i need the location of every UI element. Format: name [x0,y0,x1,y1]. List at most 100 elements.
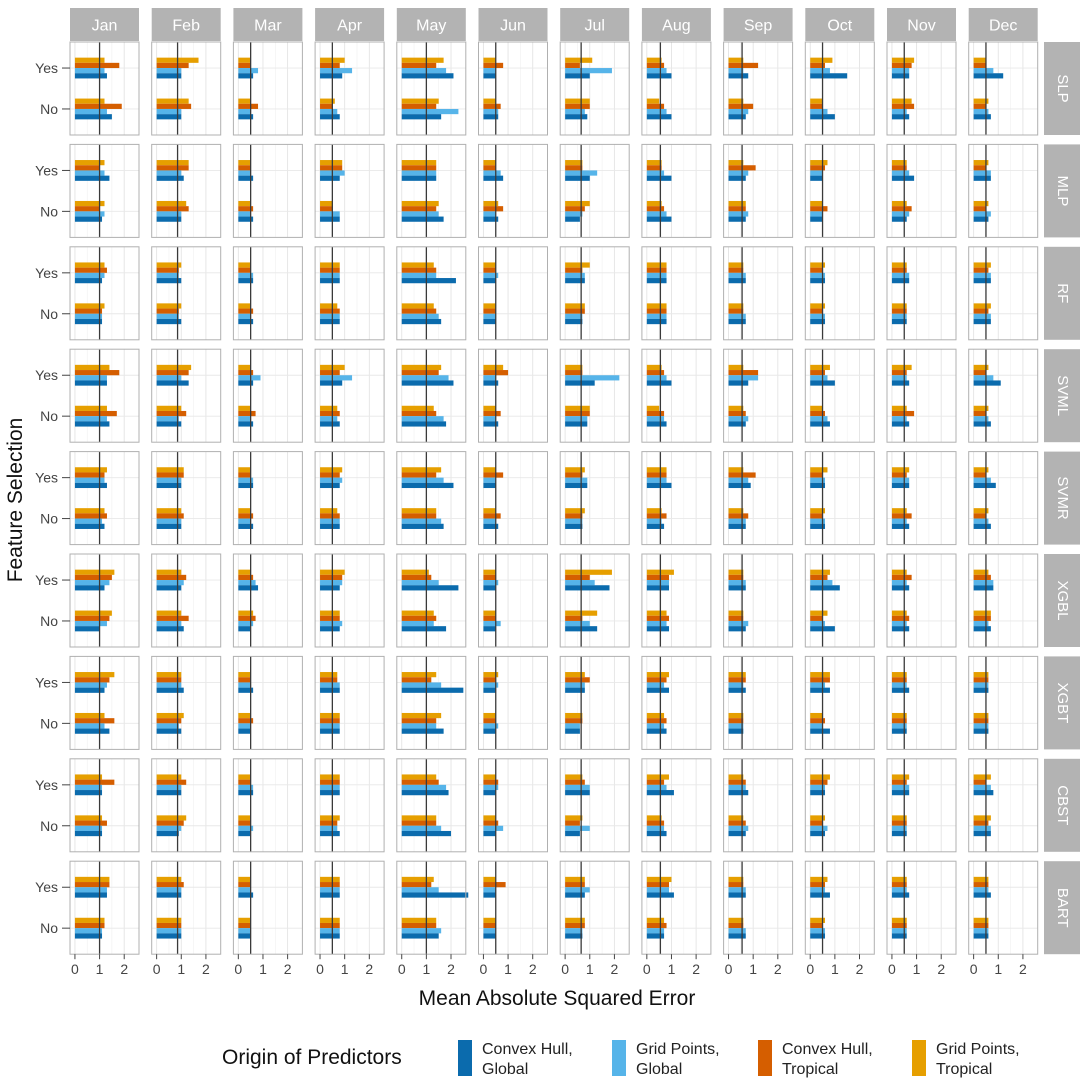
bar [565,410,590,417]
bar [483,610,496,616]
bar [891,262,907,268]
bar [973,784,991,791]
bar [483,380,499,386]
bar [401,790,449,796]
bar [74,815,103,821]
bar [74,103,122,109]
panel-background [805,144,875,238]
bar [728,728,744,734]
bar [320,790,340,796]
x-tick-label: 2 [856,961,864,977]
x-tick-label: 2 [202,961,210,977]
bar [156,216,182,222]
x-tick-label: 0 [234,961,242,977]
bar [401,928,442,934]
bar [891,68,910,74]
bar [891,57,915,63]
bar [973,62,986,69]
bar [565,114,588,120]
bar [156,160,189,166]
bar [810,723,823,729]
bar [891,103,915,109]
bar [401,108,459,115]
bar [565,933,583,939]
bar [646,416,665,422]
bar [646,405,660,411]
panel-background [641,349,711,443]
row-strip-label: CBST [1054,785,1071,825]
x-tick-label: 0 [561,961,569,977]
bar [646,933,665,939]
bar [565,887,590,893]
column-strip [887,8,956,41]
bar [74,267,107,273]
bar [891,672,907,678]
bar [156,917,182,923]
bar [973,482,996,489]
bar [401,784,447,791]
bar [565,928,583,934]
bar [810,200,823,207]
bar [156,416,179,422]
column-strip-label: Mar [254,18,282,35]
bar [810,892,830,898]
bar [646,160,662,166]
panel-border [232,348,303,443]
bar [810,421,830,427]
bar [401,262,434,268]
bar [565,175,590,181]
bar [565,380,595,386]
bar [810,815,826,821]
bar [646,523,665,529]
bar [973,574,991,581]
bar [728,73,749,79]
row-strip-label: BART [1054,888,1071,928]
bar [320,830,340,837]
bar [320,114,340,120]
bar [973,774,991,780]
bar [891,682,907,688]
bar [810,580,833,586]
bar [565,513,583,519]
bar [74,626,100,632]
panel-background [641,758,711,852]
panel-border [314,860,385,955]
bar [74,272,105,279]
bar [320,922,340,929]
bar [483,170,501,176]
panel-background [478,144,548,238]
bar [401,892,469,898]
bar [728,405,744,411]
bar [565,375,620,381]
bar [565,580,595,586]
bar [320,882,340,888]
panel-border [69,553,140,648]
panel-background [887,451,956,545]
bar [401,887,439,893]
bar [565,677,590,683]
panel-border [723,451,794,546]
bar [728,278,746,284]
panel-background [478,349,548,443]
x-tick-label: 2 [365,961,373,977]
panel-border [69,860,140,955]
bar [810,262,826,268]
bar [565,267,583,273]
bar [646,825,665,831]
bar [810,170,823,176]
bar [728,882,744,888]
bar [891,825,907,831]
bar [74,718,115,724]
panel-background [968,656,1038,750]
x-tick-label: 1 [668,961,676,977]
bar [156,62,189,69]
bar [156,477,182,483]
column-strip [723,8,793,41]
bar [646,672,670,678]
bar [238,467,251,473]
bar [973,370,986,376]
bar [810,825,828,831]
panel-border [723,758,794,853]
x-tick-label: 2 [284,961,292,977]
bar [238,620,254,627]
